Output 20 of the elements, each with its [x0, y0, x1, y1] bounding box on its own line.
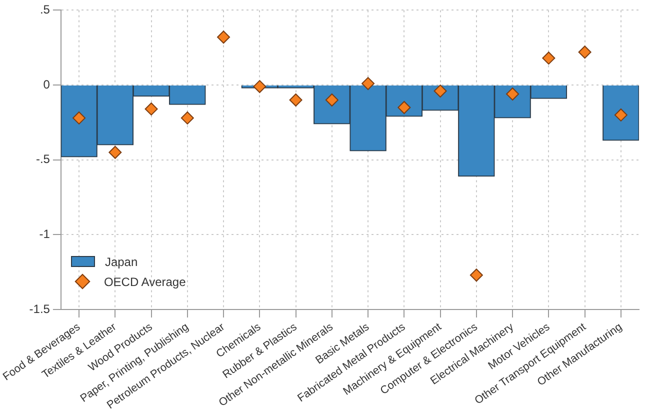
y-tick-label: 0: [43, 77, 50, 92]
legend-label: OECD Average: [104, 274, 186, 289]
point: [217, 30, 230, 44]
y-tick-label: .5: [40, 2, 50, 17]
legend-label: Japan: [104, 254, 138, 269]
y-tick-label: -.5: [36, 152, 50, 166]
point: [542, 52, 556, 65]
point: [72, 111, 86, 124]
point: [289, 94, 302, 106]
point: [578, 46, 592, 59]
point: [180, 111, 194, 124]
point: [362, 77, 375, 90]
y-tick-label: -1.5: [29, 302, 50, 316]
y-tick-label: -1: [39, 227, 50, 242]
point: [108, 146, 122, 159]
point: [253, 80, 266, 94]
point: [470, 268, 483, 282]
point: [144, 102, 158, 116]
point: [614, 108, 628, 122]
point: [506, 88, 520, 101]
